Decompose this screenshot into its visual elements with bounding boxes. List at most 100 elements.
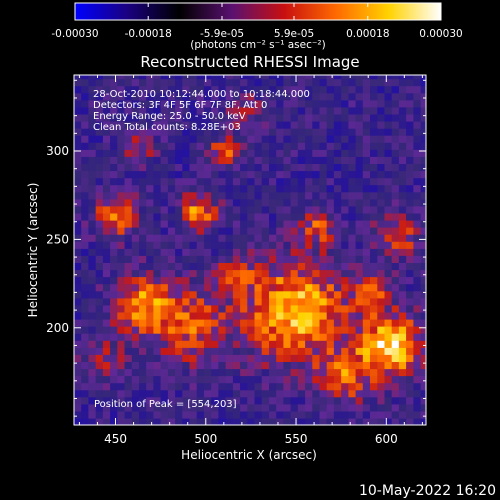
heatmap-cell [81, 375, 89, 384]
heatmap-cell [124, 297, 133, 306]
heatmap-cell [167, 135, 176, 143]
heatmap-cell [370, 410, 378, 419]
heatmap-cell [341, 297, 349, 306]
heatmap-cell [124, 403, 133, 412]
heatmap-cell [420, 417, 426, 425]
heatmap-cell [167, 255, 176, 263]
heatmap-cell [81, 198, 89, 207]
heatmap-cell [81, 205, 89, 214]
heatmap-cell [370, 219, 378, 228]
heatmap-cell [305, 219, 313, 228]
heatmap-cell [398, 184, 407, 193]
heatmap-cell [218, 113, 227, 122]
heatmap-cell [110, 396, 118, 405]
heatmap-cell [167, 78, 176, 87]
heatmap-cell [276, 177, 284, 186]
heatmap-cell [95, 212, 104, 221]
heatmap-cell [175, 177, 183, 186]
heatmap-cell [211, 297, 219, 306]
heatmap-cell [355, 121, 364, 129]
heatmap-cell [254, 304, 263, 313]
heatmap-cell [189, 128, 198, 136]
heatmap-cell [348, 78, 357, 87]
heatmap-cell [117, 311, 126, 320]
heatmap-cell [413, 163, 422, 172]
heatmap-cell [348, 410, 357, 419]
heatmap-cell [117, 205, 126, 214]
heatmap-cell [102, 269, 111, 278]
heatmap-cell [117, 85, 126, 94]
heatmap-cell [204, 276, 212, 285]
heatmap-cell [420, 227, 426, 235]
heatmap-cell [175, 326, 183, 334]
heatmap-cell [276, 198, 284, 207]
heatmap-cell [261, 75, 270, 80]
heatmap-cell [110, 191, 118, 200]
heatmap-cell [182, 333, 191, 341]
heatmap-cell [247, 234, 256, 242]
heatmap-cell [348, 184, 357, 193]
heatmap-cell [196, 177, 205, 186]
heatmap-cell [218, 128, 227, 136]
heatmap-cell [391, 354, 400, 362]
heatmap-cell [391, 255, 400, 263]
heatmap-cell [377, 368, 386, 377]
heatmap-cell [398, 106, 407, 115]
heatmap-cell [189, 417, 198, 425]
heatmap-cell [131, 354, 140, 362]
heatmap-cell [110, 227, 118, 235]
heatmap-cell [189, 262, 198, 271]
heatmap-cell [160, 170, 169, 179]
heatmap-cell [283, 128, 292, 136]
heatmap-cell [232, 163, 241, 172]
heatmap-cell [297, 113, 306, 122]
heatmap-cell [81, 368, 89, 377]
heatmap-cell [95, 262, 104, 271]
heatmap-cell [276, 326, 284, 334]
heatmap-cell [276, 340, 284, 348]
heatmap-cell [398, 304, 407, 313]
heatmap-cell [204, 269, 212, 278]
heatmap-cell [355, 340, 364, 348]
heatmap-cell [95, 75, 104, 80]
heatmap-cell [218, 241, 227, 249]
heatmap-cell [204, 347, 212, 355]
heatmap-cell [81, 403, 89, 412]
heatmap-cell [341, 184, 349, 193]
heatmap-cell [370, 269, 378, 278]
heatmap-cell [189, 248, 198, 256]
heatmap-cell [398, 368, 407, 377]
heatmap-cell [88, 396, 97, 405]
heatmap-cell [341, 248, 349, 256]
heatmap-cell [420, 191, 426, 200]
heatmap-cell [211, 92, 219, 101]
heatmap-cell [290, 382, 299, 391]
heatmap-cell [377, 318, 386, 327]
heatmap-cell [102, 85, 111, 94]
annotation-detectors: Detectors: 3F 4F 5F 6F 7F 8F, Att 0 [93, 100, 267, 111]
heatmap-cell [247, 396, 256, 405]
heatmap-cell [204, 156, 212, 164]
heatmap-cell [384, 340, 393, 348]
heatmap-cell [254, 276, 263, 285]
heatmap-cell [333, 177, 342, 186]
heatmap-cell [175, 78, 183, 87]
heatmap-cell [247, 191, 256, 200]
heatmap-cell [370, 135, 378, 143]
heatmap-cell [211, 241, 219, 249]
heatmap-cell [269, 227, 277, 235]
heatmap-cell [384, 149, 393, 157]
heatmap-cell [297, 241, 306, 249]
heatmap-cell [283, 212, 292, 221]
heatmap-cell [398, 241, 407, 249]
heatmap-cell [261, 389, 270, 398]
heatmap-cell [377, 276, 386, 285]
heatmap-cell [204, 410, 212, 419]
heatmap-cell [406, 340, 414, 348]
heatmap-cell [362, 311, 371, 320]
heatmap-cell [240, 269, 248, 278]
heatmap-cell [74, 99, 82, 108]
heatmap-cell [319, 142, 328, 150]
heatmap-cell [391, 389, 400, 398]
heatmap-cell [362, 375, 371, 384]
